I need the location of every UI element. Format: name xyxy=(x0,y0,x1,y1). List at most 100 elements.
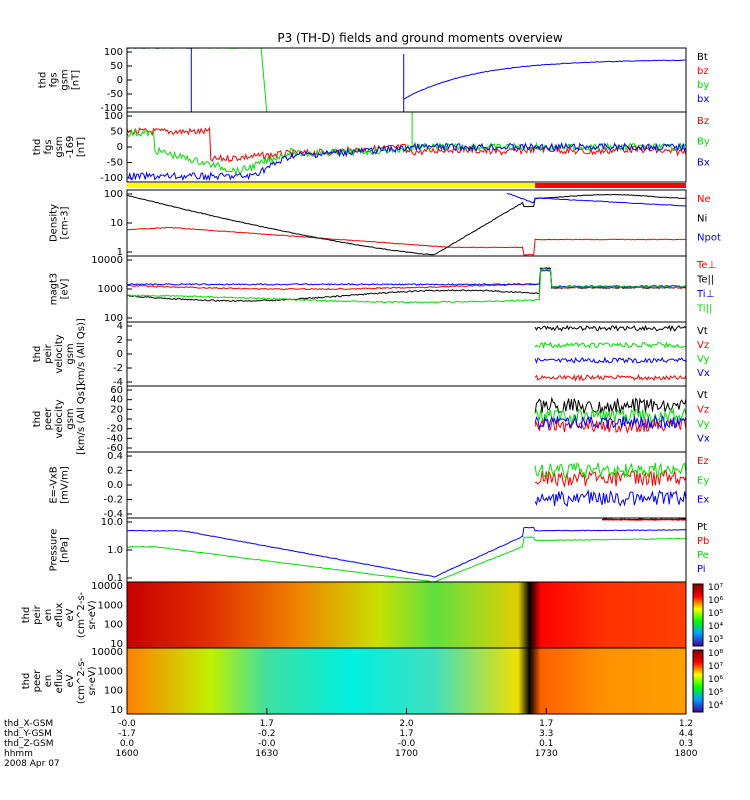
y-tick-label: 1.0 xyxy=(107,545,123,556)
series-Ti|| xyxy=(127,268,686,304)
legend-entry: Vx xyxy=(697,368,710,379)
series-group xyxy=(127,518,686,582)
series-Vz xyxy=(534,373,686,382)
y-axis-label-line: en xyxy=(43,675,54,688)
y-axis-label-line: fgs xyxy=(49,72,60,87)
series-Ti⊥ xyxy=(127,269,686,288)
y-axis-label-line: (cm^2-s- xyxy=(76,591,87,638)
y-tick-label: 10000 xyxy=(91,581,123,592)
y-axis-label-line: fgs xyxy=(43,139,54,154)
y-axis-label-line: [eV] xyxy=(60,279,71,300)
y-tick-label: 10 xyxy=(110,639,123,650)
y-tick-label: 1 xyxy=(117,247,123,258)
series-Npot xyxy=(506,193,686,207)
y-axis-label: thdfgsgsm-169[nT] xyxy=(32,136,87,159)
y-tick-label: 10000 xyxy=(91,647,123,658)
legend-entry: by xyxy=(697,80,709,91)
legend-entry: Vz xyxy=(697,405,709,416)
y-tick-label: 0 xyxy=(117,414,123,425)
x-axis-value: 1600 xyxy=(116,749,139,759)
y-tick-label: 0 xyxy=(117,75,123,86)
y-tick-label: 100 xyxy=(104,47,123,58)
x-axis-value: -0.2 xyxy=(258,729,276,739)
x-axis-value: 1700 xyxy=(395,749,418,759)
y-tick-label: -50 xyxy=(107,89,123,100)
chart-title: P3 (TH-D) fields and ground moments over… xyxy=(277,31,562,45)
series-Ne xyxy=(127,226,686,256)
legend-entry: Vt xyxy=(697,390,708,401)
y-axis-label-line: peer xyxy=(32,669,43,693)
y-tick-label: 0.4 xyxy=(107,451,123,462)
y-axis-label-line: -169 xyxy=(65,136,76,159)
y-tick-label: 100 xyxy=(104,111,123,122)
y-tick-label: 0 xyxy=(117,349,123,360)
legend-entry: bz xyxy=(697,66,709,77)
y-tick-label: 40 xyxy=(110,395,123,406)
y-axis-label-line: gsm xyxy=(65,343,76,364)
legend-entry: Ne xyxy=(697,194,711,205)
y-tick-label: 0 xyxy=(117,142,123,153)
y-tick-label: -60 xyxy=(107,443,123,454)
color-bar-label: 10⁵ xyxy=(708,688,723,698)
y-tick-label: -100 xyxy=(100,173,123,184)
y-tick-label: 4 xyxy=(117,321,123,332)
y-axis-label-line: Pressure xyxy=(49,529,60,572)
series-group xyxy=(534,396,686,434)
y-axis-label: thdpeirenefluxeV(cm^2-s-sr-eV) xyxy=(21,591,98,638)
y-axis-label-line: gsm xyxy=(60,69,71,90)
y-axis-label-line: (cm^2-s- xyxy=(76,657,87,704)
y-tick-label: 10 xyxy=(110,218,123,229)
panel-frame xyxy=(126,255,687,323)
y-axis-label-line: [km/s (All Qs)] xyxy=(76,383,87,455)
y-axis-label: E=-VxB[mV/m] xyxy=(49,466,71,504)
series-Pi xyxy=(127,526,686,578)
x-axis-value: 0.1 xyxy=(539,739,553,749)
y-tick-label: 10.0 xyxy=(101,517,123,528)
y-axis-label-line: velocity xyxy=(54,399,65,438)
panel-fgs2: thdfgsgsm-169[nT] 100 50 0 -50 -100 Bz By Bx xyxy=(32,111,710,184)
y-tick-label: -100 xyxy=(100,103,123,114)
y-tick-label: 50 xyxy=(110,127,123,138)
y-tick-label: 100 xyxy=(104,313,123,324)
x-axis-value: 1.7 xyxy=(399,729,413,739)
x-axis-value: -0.0 xyxy=(398,739,416,749)
y-tick-label: 0.0 xyxy=(107,480,123,491)
y-axis-label-line: sr-eV) xyxy=(87,600,98,629)
legend-entry: Ti⊥ xyxy=(696,289,714,300)
x-axis-value: 0.3 xyxy=(679,739,693,749)
panel-frame xyxy=(126,47,687,113)
color-bar-label: 10⁴ xyxy=(708,701,723,711)
color-bar xyxy=(692,649,704,713)
panel-pressure: Pressure[nPa] 10.0 1.0 0.1 Pt Pb Pe Pi xyxy=(49,517,710,584)
y-axis-label-line: sr-eV) xyxy=(87,666,98,695)
status-bar xyxy=(127,183,686,188)
series-Vy xyxy=(534,341,686,349)
y-axis-label-line: [nT] xyxy=(76,137,87,157)
x-axis-value: 4.4 xyxy=(679,729,694,739)
x-axis-value: 1.2 xyxy=(679,719,693,729)
y-axis-label-line: [mV/m] xyxy=(60,466,71,504)
legend-entry: Npot xyxy=(697,233,721,244)
series-Ez xyxy=(534,469,686,489)
series-Ey xyxy=(534,462,686,480)
y-axis-label-line: peir xyxy=(43,343,54,363)
y-axis-label-line: gsm xyxy=(54,136,65,157)
y-tick-label: 1000 xyxy=(98,666,123,677)
series-group xyxy=(127,267,686,304)
series-Bz xyxy=(127,126,686,163)
panel-temp: magt3[eV] 10000 1000 100 Te⊥ Te|| Ti⊥ Ti|| xyxy=(49,255,717,324)
y-tick-label: 1000 xyxy=(98,284,123,295)
y-axis-label-line: eV xyxy=(65,674,76,687)
color-bar-label: 10⁵ xyxy=(708,609,723,619)
y-axis-label-line: peir xyxy=(32,604,43,624)
y-axis-label-line: thd xyxy=(38,72,49,89)
x-axis-row-label: thd_Z-GSM xyxy=(4,739,53,749)
legend-entry: Bt xyxy=(697,52,708,63)
color-bar-label: 10³ xyxy=(708,635,723,645)
y-tick-label: -50 xyxy=(107,158,123,169)
series-group xyxy=(534,462,686,507)
x-axis-row-label: thd_X-GSM xyxy=(4,719,53,729)
y-tick-label: 100 xyxy=(104,620,123,631)
y-axis-label-line: [nPa] xyxy=(60,537,71,563)
panel-frame xyxy=(126,189,687,257)
